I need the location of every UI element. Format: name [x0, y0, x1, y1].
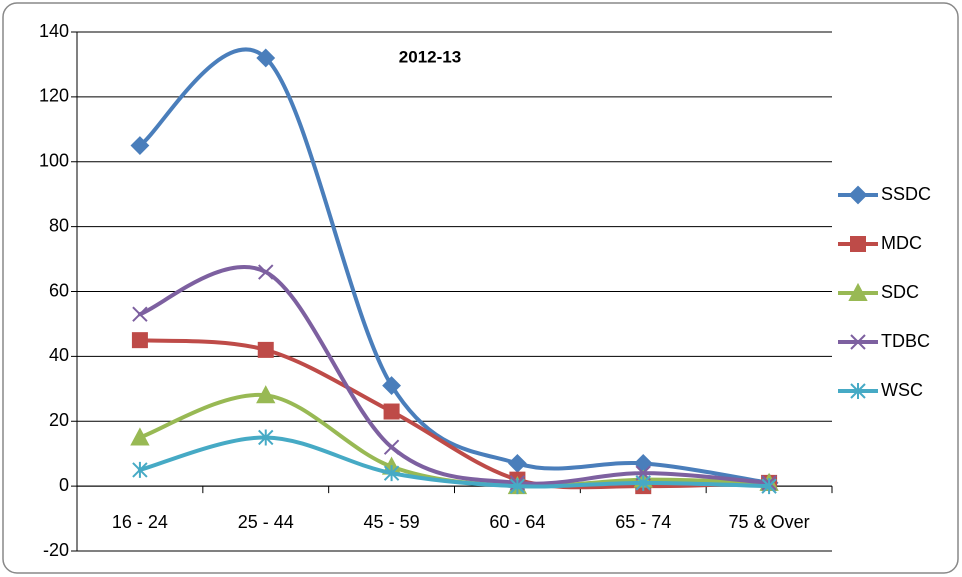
legend-marker: [848, 185, 868, 205]
data-point: [383, 439, 400, 455]
data-point: [256, 48, 276, 68]
legend-marker: [850, 383, 866, 399]
x-tick-label: 25 - 44: [238, 512, 294, 532]
data-point: [509, 478, 526, 495]
y-tick-label: 140: [39, 21, 69, 41]
data-point: [761, 478, 777, 495]
legend-label: MDC: [881, 233, 922, 253]
x-tick-label: 75 & Over: [729, 512, 810, 532]
data-point: [257, 341, 274, 358]
data-point: [383, 403, 400, 420]
y-tick-label: 0: [59, 475, 69, 495]
y-tick-label: 120: [39, 86, 69, 106]
y-tick-label: 80: [49, 215, 69, 235]
data-point: [132, 461, 148, 478]
x-tick-label: 45 - 59: [364, 512, 420, 532]
series-line: [137, 338, 772, 490]
data-point: [256, 385, 276, 404]
data-point: [131, 332, 148, 349]
legend-label: TDBC: [881, 331, 930, 351]
y-tick-label: 40: [49, 345, 69, 365]
data-point: [258, 264, 274, 280]
y-tick-label: 20: [49, 410, 69, 430]
series-line: [137, 435, 772, 489]
data-point: [635, 474, 651, 491]
data-point: [132, 306, 148, 322]
x-tick-label: 16 - 24: [112, 512, 168, 532]
series-line: [137, 264, 772, 486]
chart-title: 2012-13: [399, 47, 461, 66]
x-tick-label: 65 - 74: [615, 512, 671, 532]
data-point: [383, 465, 400, 482]
x-tick-label: 60 - 64: [489, 512, 545, 532]
legend-marker: [850, 236, 866, 252]
legend-label: SDC: [881, 282, 919, 302]
legend-label: WSC: [881, 380, 923, 400]
y-tick-label: -20: [43, 540, 69, 560]
data-point: [508, 454, 527, 473]
y-tick-label: 60: [49, 280, 69, 300]
legend-marker: [848, 282, 868, 301]
data-point: [258, 429, 274, 446]
data-point: [130, 427, 150, 446]
y-tick-label: 100: [39, 151, 69, 171]
legend-label: SSDC: [881, 184, 931, 204]
legend-marker: [850, 334, 866, 350]
data-point: [130, 136, 150, 155]
data-point: [382, 376, 401, 395]
